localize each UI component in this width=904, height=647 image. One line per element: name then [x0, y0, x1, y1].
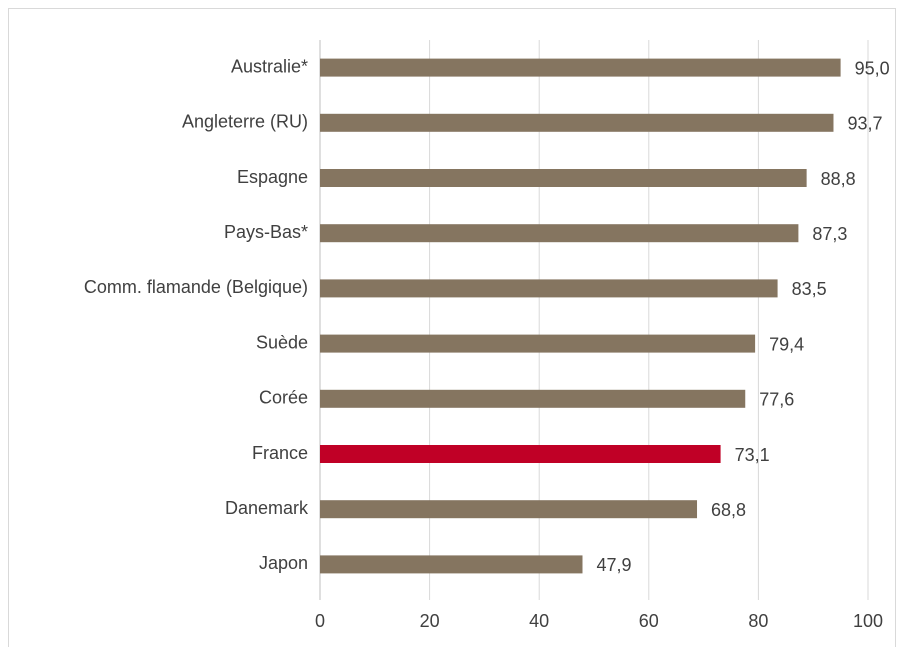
- data-label: 47,9: [596, 555, 631, 575]
- bar: [320, 279, 778, 298]
- x-tick-label: 20: [420, 611, 440, 631]
- y-tick-label: Pays-Bas*: [224, 222, 308, 242]
- y-tick-label: Corée: [259, 388, 308, 408]
- y-tick-label: Comm. flamande (Belgique): [84, 277, 308, 297]
- x-tick-label: 80: [748, 611, 768, 631]
- bar: [320, 445, 721, 463]
- data-label: 83,5: [792, 279, 827, 299]
- y-tick-label: Suède: [256, 332, 308, 352]
- bar: [320, 224, 799, 243]
- bar: [320, 389, 746, 408]
- data-label: 68,8: [711, 500, 746, 520]
- y-tick-label: Australie*: [231, 56, 308, 76]
- x-tick-label: 0: [315, 611, 325, 631]
- bar: [320, 58, 841, 77]
- bar: [320, 500, 698, 519]
- bar: [320, 334, 756, 353]
- y-tick-label: France: [252, 443, 308, 463]
- bar: [320, 113, 834, 132]
- data-label: 93,7: [847, 114, 882, 134]
- bar: [320, 555, 583, 574]
- y-tick-label: Japon: [259, 553, 308, 573]
- y-tick-label: Danemark: [225, 498, 309, 518]
- bar: [320, 169, 807, 187]
- x-tick-label: 60: [639, 611, 659, 631]
- data-label: 87,3: [812, 224, 847, 244]
- y-tick-label: Espagne: [237, 167, 308, 187]
- y-tick-label: Angleterre (RU): [182, 112, 308, 132]
- data-label: 79,4: [769, 334, 804, 354]
- x-tick-label: 100: [853, 611, 883, 631]
- x-tick-label: 40: [529, 611, 549, 631]
- data-label: 95,0: [855, 58, 890, 78]
- data-label: 73,1: [735, 445, 770, 465]
- data-label: 77,6: [759, 390, 794, 410]
- data-label: 88,8: [821, 169, 856, 189]
- chart-frame: [8, 8, 896, 647]
